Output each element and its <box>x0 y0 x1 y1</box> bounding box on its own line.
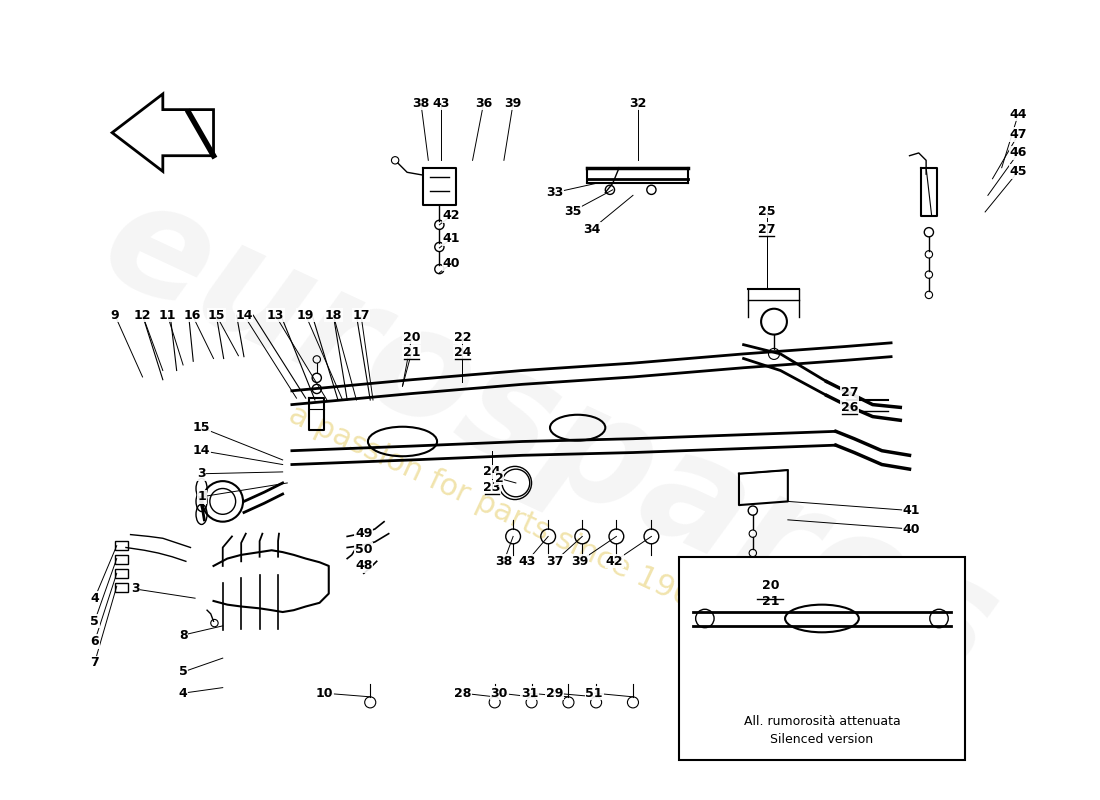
Text: 41: 41 <box>442 232 460 245</box>
Text: 10: 10 <box>316 686 333 700</box>
Text: 43: 43 <box>432 97 450 110</box>
Text: 40: 40 <box>442 257 460 270</box>
Text: 33: 33 <box>546 186 563 199</box>
Text: 17: 17 <box>352 309 370 322</box>
Text: 31: 31 <box>521 686 538 700</box>
Text: All. rumorosità attenuata
Silenced version: All. rumorosità attenuata Silenced versi… <box>744 714 900 746</box>
Text: 3: 3 <box>197 467 206 480</box>
Text: 8: 8 <box>179 629 187 642</box>
Text: 6: 6 <box>90 635 99 648</box>
Text: 21: 21 <box>403 346 420 358</box>
Polygon shape <box>112 94 213 171</box>
Text: 14: 14 <box>235 309 253 322</box>
Text: 36: 36 <box>475 97 493 110</box>
Text: 5: 5 <box>178 666 187 678</box>
Text: 15: 15 <box>208 309 226 322</box>
Bar <box>114 541 128 550</box>
Text: 44: 44 <box>1010 108 1027 121</box>
Text: 13: 13 <box>266 309 284 322</box>
Text: 21: 21 <box>762 594 780 608</box>
Text: 42: 42 <box>606 555 624 568</box>
Text: 32: 32 <box>629 97 647 110</box>
Text: 4: 4 <box>90 592 99 605</box>
Text: 48: 48 <box>355 559 373 573</box>
Text: 30: 30 <box>491 686 508 700</box>
Text: 14: 14 <box>192 444 210 458</box>
Text: 22: 22 <box>453 331 471 344</box>
Text: 5: 5 <box>90 614 99 628</box>
Text: 16: 16 <box>184 309 201 322</box>
Text: 12: 12 <box>134 309 152 322</box>
Text: 2: 2 <box>495 472 504 485</box>
Text: 42: 42 <box>442 209 460 222</box>
Text: 24: 24 <box>483 466 500 478</box>
Text: 11: 11 <box>158 309 176 322</box>
Text: 38: 38 <box>412 97 430 110</box>
Text: 3: 3 <box>131 582 140 595</box>
Bar <box>114 555 128 564</box>
Text: 45: 45 <box>1010 165 1027 178</box>
Bar <box>679 557 965 759</box>
Text: 41: 41 <box>903 504 920 517</box>
Text: 39: 39 <box>505 97 521 110</box>
Text: 50: 50 <box>355 543 373 556</box>
Text: 29: 29 <box>546 686 563 700</box>
Text: 9: 9 <box>111 309 119 322</box>
Text: 28: 28 <box>453 686 471 700</box>
Bar <box>114 582 128 592</box>
Text: 18: 18 <box>324 309 342 322</box>
Text: 4: 4 <box>178 686 187 700</box>
Text: 15: 15 <box>192 421 210 434</box>
Text: 24: 24 <box>453 346 471 358</box>
Text: 27: 27 <box>758 223 776 236</box>
Text: 1: 1 <box>197 490 206 503</box>
Text: 25: 25 <box>758 205 776 218</box>
Bar <box>114 569 128 578</box>
Text: 49: 49 <box>355 527 373 540</box>
Text: 26: 26 <box>840 401 858 414</box>
Text: 20: 20 <box>762 579 780 592</box>
Text: 39: 39 <box>571 555 588 568</box>
Text: 40: 40 <box>903 522 920 535</box>
Text: 27: 27 <box>840 386 858 399</box>
Text: eurospares: eurospares <box>80 166 1020 709</box>
Text: 34: 34 <box>583 223 601 236</box>
Text: 43: 43 <box>518 555 536 568</box>
Text: 23: 23 <box>483 481 500 494</box>
Text: 46: 46 <box>1010 146 1027 159</box>
Text: a passion for parts since 1961: a passion for parts since 1961 <box>284 400 714 621</box>
Text: 51: 51 <box>585 686 603 700</box>
Text: 38: 38 <box>495 555 513 568</box>
Text: 37: 37 <box>546 555 563 568</box>
Text: 7: 7 <box>90 656 99 670</box>
Text: 35: 35 <box>564 205 582 218</box>
Text: 20: 20 <box>403 331 420 344</box>
Text: 47: 47 <box>1010 128 1027 141</box>
Text: 19: 19 <box>297 309 315 322</box>
